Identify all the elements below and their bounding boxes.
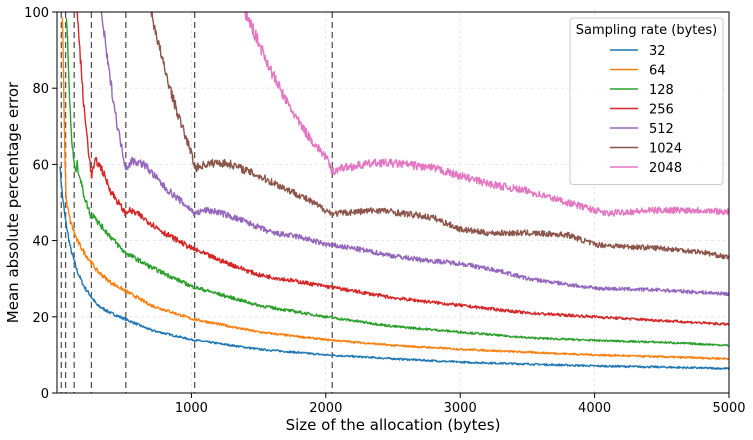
legend-label-128: 128 (649, 83, 674, 98)
series-lines (59, 11, 730, 370)
x-tick-label: 2000 (309, 401, 342, 416)
series-line-256 (76, 11, 730, 326)
series-line-32 (59, 166, 730, 370)
y-tick-label: 20 (32, 311, 49, 326)
x-tick-label: 5000 (712, 401, 745, 416)
x-axis-label: Size of the allocation (bytes) (286, 416, 501, 434)
y-tick-label: 40 (32, 235, 49, 250)
series-line-128 (65, 17, 729, 347)
legend-box (569, 17, 724, 185)
axis-ticks: 1000 2000 3000 4000 5000 0 20 40 60 80 100 (24, 6, 745, 416)
y-tick-label: 0 (41, 387, 49, 402)
y-tick-label: 60 (32, 158, 49, 173)
legend-label-256: 256 (649, 103, 674, 118)
plot-frame (56, 11, 730, 394)
series-line-512 (100, 11, 730, 297)
legend-label-64: 64 (649, 64, 666, 79)
y-tick-label: 80 (32, 82, 49, 97)
legend-label-512: 512 (649, 122, 674, 137)
legend-label-32: 32 (649, 44, 666, 59)
series-line-2048 (244, 11, 730, 217)
x-tick-label: 4000 (578, 401, 611, 416)
series-line-64 (61, 17, 730, 361)
x-tick-label: 1000 (175, 401, 208, 416)
y-axis-label: Mean absolute percentage error (4, 81, 22, 323)
legend: Sampling rate (bytes) 32 64 128 256 512 1024 2… (569, 17, 724, 185)
x-tick-label: 3000 (444, 401, 477, 416)
series-line-1024 (150, 11, 730, 260)
legend-label-1024: 1024 (649, 142, 682, 157)
legend-entries: 32 64 128 256 512 1024 2048 (610, 44, 682, 176)
legend-label-2048: 2048 (649, 161, 682, 176)
vertical-marker-lines (60, 12, 333, 393)
legend-title: Sampling rate (bytes) (576, 23, 717, 38)
y-tick-label: 100 (24, 6, 49, 21)
